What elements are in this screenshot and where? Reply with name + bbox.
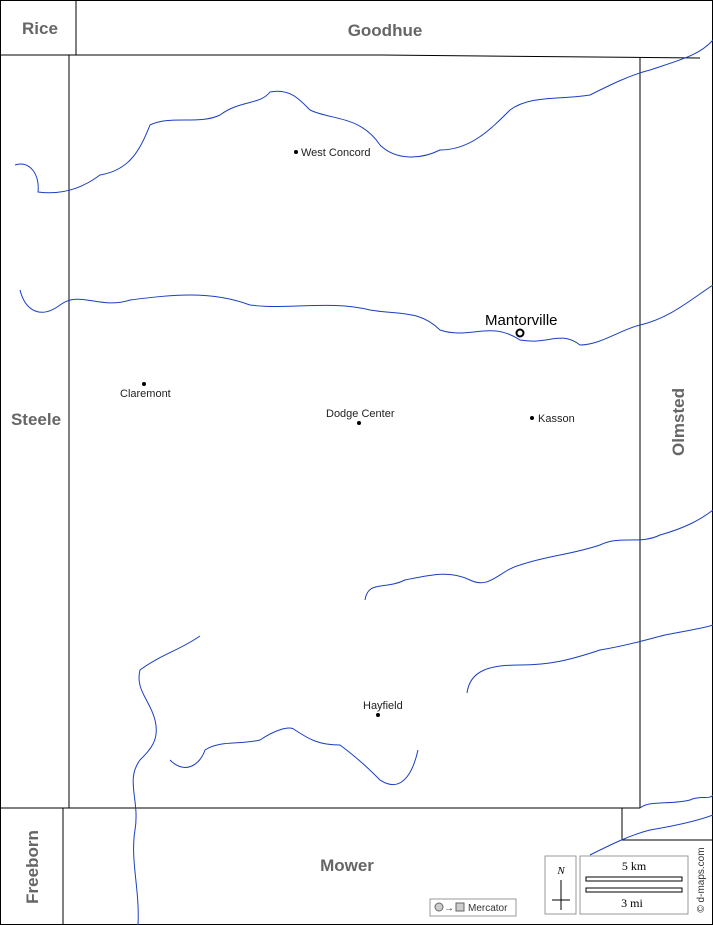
seat-label: Mantorville [485,312,558,329]
town-dot [530,416,534,420]
town-label: Kasson [538,413,575,425]
neighbor-label: Steele [11,410,61,429]
scale-box [579,855,689,915]
town-label: Hayfield [363,700,403,712]
scale-bar [585,876,683,882]
scale-km-label: 5 km [622,859,647,873]
neighbor-label: Olmsted [669,388,688,456]
town-label: West Concord [301,147,371,159]
credit: © d-maps.com [696,847,707,912]
town-dot [294,150,298,154]
town-dot [376,713,380,717]
town-label: Claremont [120,388,171,400]
projection-arrow: → [444,903,454,914]
town-label: Dodge Center [326,408,395,420]
projection-box [429,898,517,917]
projection-icon [434,902,444,912]
neighbor-label: Goodhue [348,21,423,40]
projection-icon [455,902,465,912]
scale-bar [585,887,683,893]
neighbor-label: Mower [320,856,374,875]
seat-marker [515,328,525,338]
legend: → Mercator N 5 km 3 mi © d-maps.com [429,847,707,917]
town-dot [357,421,361,425]
projection-label: Mercator [468,903,508,914]
north-label: N [556,865,565,877]
neighbor-label: Freeborn [23,830,42,904]
town-dot [142,382,146,386]
rivers [14,39,713,925]
scale-mi-label: 3 mi [621,896,643,910]
towns: West Concord Mantorville Claremont Dodge… [120,147,575,717]
neighbor-label: Rice [22,19,58,38]
